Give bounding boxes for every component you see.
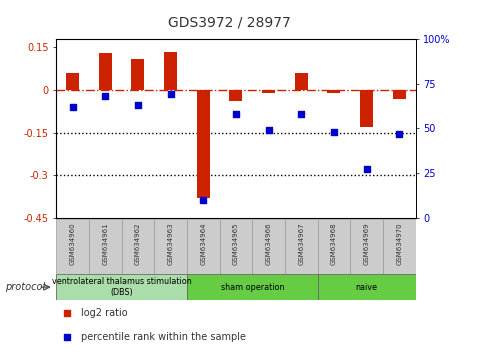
Text: GSM634962: GSM634962 — [135, 222, 141, 265]
Bar — [66, 73, 79, 90]
Bar — [317, 219, 349, 274]
Bar — [154, 219, 186, 274]
Text: GSM634969: GSM634969 — [363, 222, 369, 265]
Text: GSM634965: GSM634965 — [232, 222, 239, 265]
Text: protocol: protocol — [5, 282, 45, 292]
Text: GSM634966: GSM634966 — [265, 222, 271, 265]
Text: percentile rank within the sample: percentile rank within the sample — [81, 331, 246, 342]
Bar — [56, 219, 89, 274]
Bar — [294, 73, 307, 90]
Bar — [186, 274, 317, 300]
Text: GSM634968: GSM634968 — [330, 222, 336, 265]
Bar — [392, 90, 405, 98]
Point — [297, 111, 305, 117]
Bar — [262, 90, 275, 93]
Point — [264, 127, 272, 133]
Bar — [229, 90, 242, 101]
Point — [329, 129, 337, 135]
Bar — [56, 274, 186, 300]
Point — [166, 92, 174, 97]
Bar — [382, 219, 415, 274]
Bar — [186, 219, 219, 274]
Bar — [89, 219, 122, 274]
Point — [68, 104, 76, 110]
Point — [395, 131, 403, 137]
Bar — [219, 219, 252, 274]
Text: log2 ratio: log2 ratio — [81, 308, 128, 318]
Bar — [359, 90, 372, 127]
Bar — [317, 274, 415, 300]
Bar — [252, 219, 285, 274]
Bar — [327, 90, 340, 93]
Bar — [285, 219, 317, 274]
Text: GDS3972 / 28977: GDS3972 / 28977 — [168, 16, 291, 30]
Point — [63, 310, 71, 315]
Point — [199, 197, 207, 202]
Bar — [131, 59, 144, 90]
Point — [63, 334, 71, 339]
Bar — [163, 52, 177, 90]
Text: GSM634961: GSM634961 — [102, 222, 108, 265]
Bar — [122, 219, 154, 274]
Point — [231, 111, 239, 117]
Text: GSM634960: GSM634960 — [69, 222, 76, 265]
Text: GSM634970: GSM634970 — [395, 222, 402, 265]
Text: ventrolateral thalamus stimulation
(DBS): ventrolateral thalamus stimulation (DBS) — [52, 278, 191, 297]
Text: sham operation: sham operation — [220, 282, 284, 292]
Text: GSM634963: GSM634963 — [167, 222, 173, 265]
Bar — [99, 53, 112, 90]
Bar — [349, 219, 382, 274]
Point — [101, 93, 109, 99]
Bar — [196, 90, 209, 198]
Text: GSM634964: GSM634964 — [200, 222, 206, 265]
Text: naive: naive — [355, 282, 377, 292]
Point — [134, 102, 142, 108]
Text: GSM634967: GSM634967 — [298, 222, 304, 265]
Point — [362, 167, 370, 172]
